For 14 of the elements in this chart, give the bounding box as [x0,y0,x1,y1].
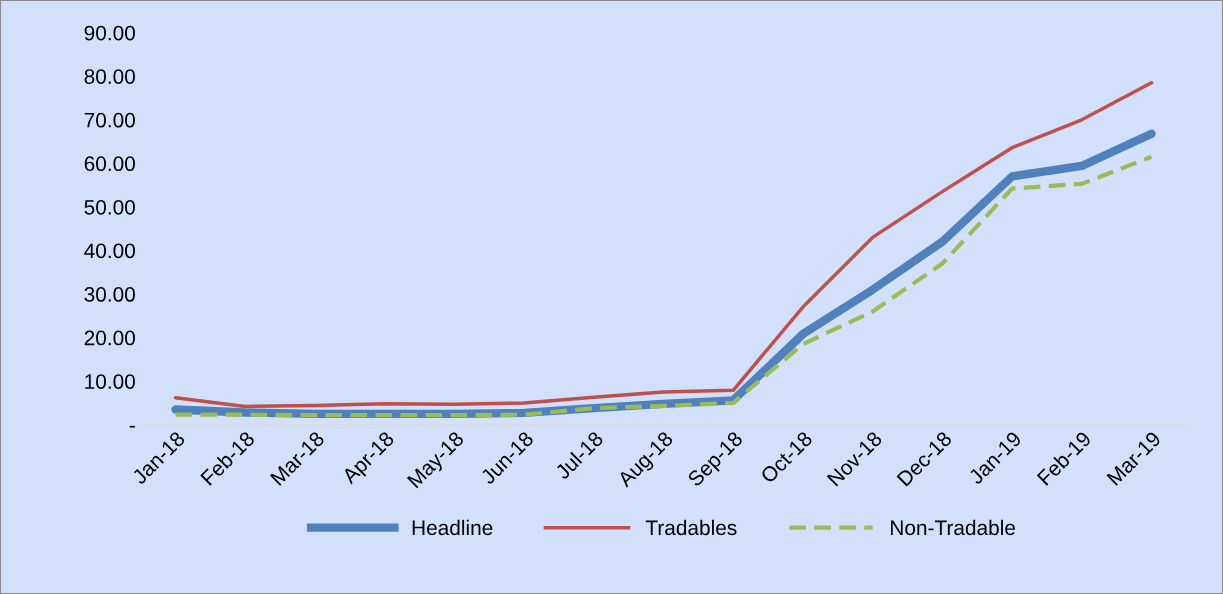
legend-label: Tradables [645,519,737,536]
y-tick-label: 80.00 [84,69,135,84]
y-tick-label: 20.00 [84,330,135,346]
y-tick-label: 50.00 [84,199,135,215]
y-tick-label: 70.00 [84,112,135,128]
y-tick-label: 30.00 [84,287,135,302]
y-tick-label: - [129,425,135,428]
y-tick-label: 60.00 [84,156,135,172]
y-tick-label: 10.00 [85,374,135,389]
y-tick-label: 40.00 [84,243,135,259]
legend-label: Non-Tradable [891,519,1015,536]
line-series [173,81,1154,409]
y-tick-label: 90.00 [84,25,135,41]
legend-label: Headline [412,519,493,536]
